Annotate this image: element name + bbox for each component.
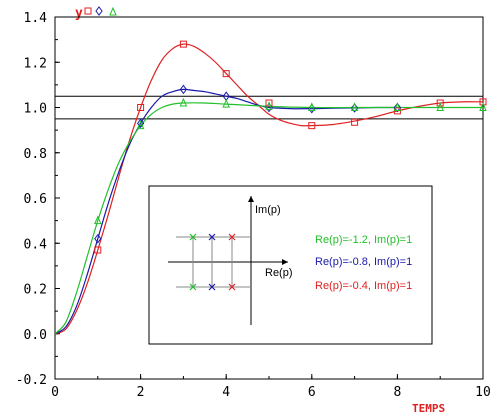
y-tick-label: -0.2	[16, 373, 47, 388]
data-point-diamond	[179, 84, 188, 95]
x-tick-label: 0	[51, 385, 59, 400]
series-lines	[54, 43, 484, 335]
data-point-square	[265, 99, 273, 107]
data-point-triangle	[179, 97, 188, 107]
data-point-diamond	[136, 118, 145, 129]
pole-green-marks	[189, 233, 197, 291]
y-tick-label: 1.2	[24, 56, 47, 71]
triangle-marker-icon	[109, 6, 117, 16]
y-tick-label: 0.0	[24, 328, 47, 343]
y-tick-label: 1.4	[24, 11, 48, 26]
pole-blue-lower	[208, 283, 216, 291]
inset-re-label: Re(p)	[265, 267, 293, 279]
pole-red-upper	[228, 233, 236, 241]
data-point-diamond	[350, 103, 359, 113]
data-point-triangle	[436, 102, 444, 111]
legend-entry-red: Re(p)=-0.4, Im(p)=1	[315, 280, 412, 292]
pole-map-inset: Im(p) Re(p) Re(p)=-1.2, Im(p)=1 Re(p)=-0…	[148, 185, 433, 345]
data-point-square	[351, 118, 359, 126]
pole-red-lower	[228, 283, 236, 291]
pole-red-marks	[228, 233, 236, 291]
real-axis-arrow-icon	[282, 259, 288, 265]
data-point-triangle	[308, 102, 316, 111]
data-point-triangle	[136, 120, 145, 130]
diamond-marker-icon	[95, 6, 103, 16]
series-line-triangle	[54, 102, 483, 335]
y-tick-label: 0.8	[24, 147, 47, 162]
inset-im-label: Im(p)	[255, 204, 281, 216]
x-tick-label: 8	[393, 385, 401, 400]
series-line-diamond	[54, 88, 398, 335]
legend-entry-blue: Re(p)=-0.8, Im(p)=1	[315, 256, 412, 268]
reference-lines	[55, 95, 483, 120]
data-point-diamond	[393, 102, 402, 113]
x-tick-label: 4	[222, 385, 230, 400]
pole-blue-marks	[208, 233, 216, 291]
data-point-square	[222, 70, 230, 78]
pole-green-upper	[189, 233, 197, 241]
data-point-square	[179, 40, 187, 48]
x-tick-label: 10	[475, 385, 491, 400]
legend-entry-green: Re(p)=-1.2, Im(p)=1	[315, 234, 412, 246]
square-marker-icon	[84, 7, 92, 15]
y-tick-label: 0.4	[24, 237, 48, 252]
axis-tick-labels: 0 2 4 6 8 10 -0.2 0.0 0.2 0.4 0.6 0.8 1.0 1.2 1.4	[16, 11, 491, 400]
y-tick-label: 0.6	[24, 192, 47, 207]
series-marker-legend: y	[75, 6, 117, 21]
inset-frame	[148, 185, 433, 345]
x-tick-label: 6	[308, 385, 316, 400]
data-point-square	[94, 246, 102, 254]
data-point-triangle	[222, 98, 230, 108]
data-point-triangle	[94, 215, 102, 225]
data-point-square	[393, 107, 401, 115]
data-point-diamond	[94, 233, 102, 244]
pole-blue-upper	[208, 233, 216, 241]
y-tick-label: 0.2	[24, 283, 47, 298]
y-axis-symbol: y	[75, 6, 83, 21]
data-point-square	[436, 99, 444, 107]
pole-green-lower	[189, 283, 197, 291]
data-point-triangle	[393, 102, 402, 111]
data-point-triangle	[350, 102, 359, 111]
series-line-square	[54, 43, 484, 335]
series-markers	[94, 40, 487, 254]
x-axis-title: TEMPS	[412, 402, 445, 415]
data-point-square	[308, 122, 316, 130]
y-tick-label: 1.0	[24, 102, 47, 117]
data-point-triangle	[479, 102, 487, 111]
x-tick-label: 2	[137, 385, 145, 400]
data-point-triangle	[265, 101, 273, 110]
data-point-square	[137, 104, 145, 111]
data-point-square	[479, 98, 487, 106]
imag-axis-arrow-icon	[248, 196, 254, 202]
